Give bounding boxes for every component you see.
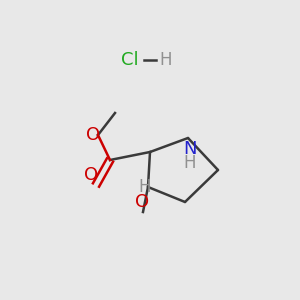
Text: Cl: Cl (121, 51, 139, 69)
Text: O: O (84, 166, 98, 184)
Text: O: O (86, 126, 100, 144)
Text: H: H (139, 178, 151, 196)
Text: H: H (184, 154, 196, 172)
Text: N: N (183, 140, 197, 158)
Text: H: H (160, 51, 172, 69)
Text: O: O (135, 193, 149, 211)
